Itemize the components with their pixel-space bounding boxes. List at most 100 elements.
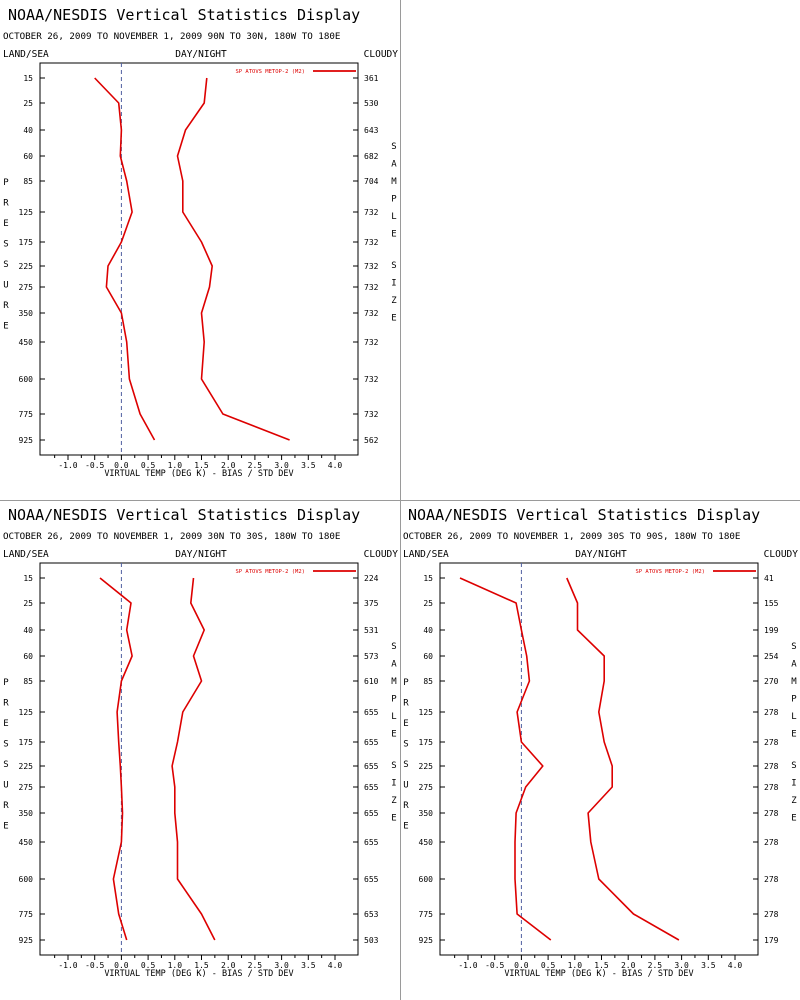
y2-axis-label-char: E — [791, 814, 796, 824]
y2-axis-label-char: E — [391, 230, 396, 240]
sample-size-label: 655 — [364, 783, 379, 792]
sample-size-label: 503 — [364, 936, 379, 945]
y2-axis-label-char: S — [391, 142, 396, 152]
y-axis-label-char: P — [3, 678, 9, 688]
chart-svg: NOAA/NESDIS Vertical Statistics Display O… — [3, 6, 398, 479]
sample-size-label: 278 — [764, 738, 779, 747]
land-sea-label: LAND/SEA — [3, 49, 49, 60]
pressure-level-label: 15 — [423, 574, 433, 583]
y-axis-label-char: P — [403, 678, 409, 688]
y-axis-label-char: S — [403, 740, 408, 750]
sample-size-label: 732 — [364, 283, 379, 292]
plot-frame — [439, 562, 759, 956]
pressure-level-label: 60 — [23, 652, 33, 661]
pressure-level-label: 600 — [19, 875, 34, 884]
x-axis-label: VIRTUAL TEMP (DEG K) - BIAS / STD DEV — [504, 969, 693, 979]
y2-axis-label-char: S — [791, 761, 796, 771]
sample-size-label: 41 — [764, 574, 774, 583]
pressure-level-label: 15 — [23, 574, 33, 583]
sample-size-label: 254 — [764, 652, 779, 661]
x-tick-label: 1.0 — [168, 961, 183, 970]
pressure-level-label: 275 — [19, 783, 34, 792]
pressure-level-label: 60 — [23, 152, 33, 161]
pressure-level-label: 925 — [19, 936, 34, 945]
y2-axis-label-char: M — [391, 677, 397, 687]
y-axis-label-char: E — [403, 719, 408, 729]
sample-size-label: 732 — [364, 208, 379, 217]
sample-size-label: 278 — [764, 875, 779, 884]
sample-size-label: 562 — [364, 436, 379, 445]
pressure-level-label: 600 — [419, 875, 434, 884]
chart-panel-30s-90s: NOAA/NESDIS Vertical Statistics Display O… — [400, 500, 800, 1000]
sample-size-label: 278 — [764, 762, 779, 771]
sample-size-label: 732 — [364, 410, 379, 419]
y2-axis-label-char: L — [391, 212, 396, 222]
pressure-level-label: 450 — [419, 838, 434, 847]
sample-size-label: 655 — [364, 875, 379, 884]
sample-size-label: 643 — [364, 126, 379, 135]
y2-axis-label-char: S — [391, 261, 396, 271]
pressure-level-label: 85 — [23, 177, 33, 186]
sample-size-label: 682 — [364, 152, 379, 161]
x-axis-label: VIRTUAL TEMP (DEG K) - BIAS / STD DEV — [104, 469, 293, 479]
pressure-level-label: 350 — [19, 309, 34, 318]
pressure-level-label: 925 — [419, 936, 434, 945]
y2-axis-label-char: S — [391, 761, 396, 771]
x-tick-label: -1.0 — [458, 961, 477, 970]
pressure-level-label: 25 — [23, 599, 33, 608]
sample-size-label: 278 — [764, 910, 779, 919]
y2-axis-label-char: L — [791, 712, 796, 722]
pressure-level-label: 225 — [419, 762, 434, 771]
y2-axis-label-char: Z — [391, 296, 397, 306]
land-sea-label: LAND/SEA — [3, 549, 49, 560]
sample-size-label: 653 — [364, 910, 379, 919]
x-tick-label: 3.5 — [301, 961, 316, 970]
sample-size-label: 179 — [764, 936, 779, 945]
pressure-level-label: 125 — [419, 708, 434, 717]
panel-subtitle: OCTOBER 26, 2009 TO NOVEMBER 1, 2009 30N… — [3, 531, 340, 542]
y2-axis-label-char: E — [391, 314, 396, 324]
cloudy-label: CLOUDY — [764, 549, 799, 560]
x-tick-label: -1.0 — [58, 961, 77, 970]
sample-size-label: 732 — [364, 375, 379, 384]
y-axis-label-char: R — [403, 699, 409, 709]
x-tick-label: -0.5 — [85, 961, 104, 970]
panel-divider-horizontal — [0, 500, 800, 501]
sample-size-label: 732 — [364, 262, 379, 271]
y2-axis-label-char: A — [391, 660, 397, 670]
pressure-level-label: 25 — [23, 99, 33, 108]
y2-axis-label-char: E — [791, 730, 796, 740]
y-axis-label-char: S — [403, 760, 408, 770]
x-tick-label: 0.0 — [514, 961, 529, 970]
panel-title: NOAA/NESDIS Vertical Statistics Display — [8, 506, 360, 524]
y-axis-label-char: E — [3, 322, 8, 332]
x-tick-label: -0.5 — [485, 961, 504, 970]
sample-size-label: 655 — [364, 809, 379, 818]
y-axis-label-char: E — [3, 719, 8, 729]
y2-axis-label-char: S — [391, 642, 396, 652]
y-axis-label-char: E — [3, 822, 8, 832]
x-tick-label: 3.0 — [274, 961, 289, 970]
sample-size-label: 530 — [364, 99, 379, 108]
panel-subtitle: OCTOBER 26, 2009 TO NOVEMBER 1, 2009 90N… — [3, 31, 340, 42]
x-tick-label: 3.0 — [274, 461, 289, 470]
y2-axis-label-char: E — [391, 730, 396, 740]
x-tick-label: 2.5 — [648, 961, 663, 970]
x-tick-label: 2.0 — [221, 461, 236, 470]
y-axis-label-char: R — [3, 801, 9, 811]
chart-svg: NOAA/NESDIS Vertical Statistics Display O… — [3, 506, 398, 979]
pressure-level-label: 15 — [23, 74, 33, 83]
sample-size-label: 655 — [364, 738, 379, 747]
sample-size-label: 224 — [364, 574, 379, 583]
sample-size-label: 531 — [364, 626, 379, 635]
y-axis-label-char: S — [3, 260, 8, 270]
y-axis-label-char: R — [3, 301, 9, 311]
sample-size-label: 655 — [364, 838, 379, 847]
y-axis-label-char: R — [3, 199, 9, 209]
y2-axis-label-char: Z — [391, 796, 397, 806]
y-axis-label-char: S — [3, 740, 8, 750]
pressure-level-label: 60 — [423, 652, 433, 661]
